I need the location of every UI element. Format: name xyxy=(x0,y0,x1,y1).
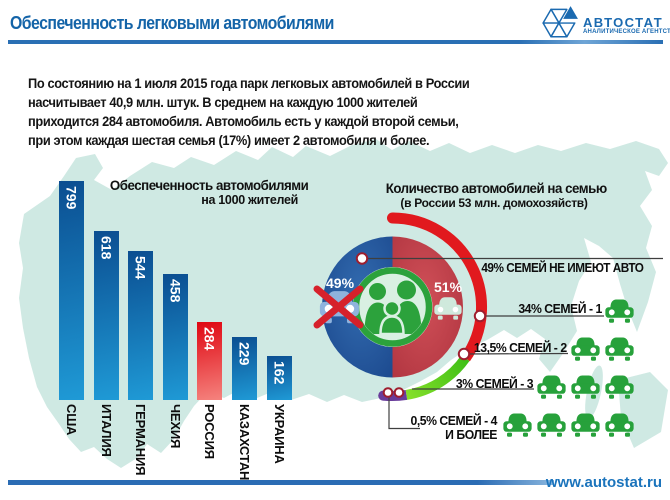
callout-dot xyxy=(382,387,394,398)
slice-label-51: 51% xyxy=(434,279,463,295)
car-icons-row-3 xyxy=(536,373,635,399)
car-icon xyxy=(605,337,634,361)
intro-line: при этом каждая шестая семья (17%) имеет… xyxy=(28,133,430,148)
brand-tagline: АНАЛИТИЧЕСКОЕ АГЕНТСТВО xyxy=(583,29,670,35)
car-icon xyxy=(537,413,566,437)
legend-4-cars-line1: 0,5% СЕМЕЙ - 4 xyxy=(410,413,498,428)
legend-4-cars: 0,5% СЕМЕЙ - 4 И БОЛЕЕ xyxy=(410,413,498,442)
callout-dot xyxy=(473,309,487,323)
car-icon xyxy=(605,413,634,437)
car-icon xyxy=(537,375,566,399)
intro-line: насчитывает 40,9 млн. штук. В среднем на… xyxy=(28,95,418,110)
leader-lines xyxy=(362,257,663,430)
car-icon xyxy=(571,337,600,361)
brand-name: АВТОСТАТ xyxy=(583,15,664,30)
callout-dot xyxy=(457,347,471,361)
car-icons-row-4 xyxy=(502,411,635,437)
autostat-logo-icon xyxy=(542,6,578,38)
intro-paragraph: По состоянию на 1 июля 2015 года парк ле… xyxy=(28,74,475,150)
car-icon xyxy=(503,413,532,437)
legend-4-cars-line2: И БОЛЕЕ xyxy=(445,426,497,442)
callout-dots xyxy=(355,252,487,398)
page-title: Обеспеченность легковыми автомобилями xyxy=(10,13,334,33)
legend-1-car: 34% СЕМЕЙ - 1 xyxy=(518,301,603,316)
arc-red xyxy=(392,212,488,362)
car-icons-row-1 xyxy=(604,297,635,323)
bar-chart-title: Обеспеченность автомобилями xyxy=(109,177,309,193)
cross-icon xyxy=(313,285,364,329)
car-icon xyxy=(605,375,634,399)
callout-dot xyxy=(355,252,369,265)
site-url[interactable]: www.autostat.ru xyxy=(545,474,662,491)
slice-label-49: 49% xyxy=(326,275,355,291)
outer-arc xyxy=(378,212,488,402)
legend-no-car: 49% СЕМЕЙ НЕ ИМЕЮТ АВТО xyxy=(480,261,644,275)
legend-2-cars: 13,5% СЕМЕЙ - 2 xyxy=(474,340,567,355)
pie-chart-subtitle: (в России 53 млн. домохозяйств) xyxy=(400,196,588,210)
car-icon xyxy=(605,299,634,323)
car-icons-row-2 xyxy=(570,335,635,361)
legend-3-cars: 3% СЕМЕЙ - 3 xyxy=(455,376,534,391)
car-icon xyxy=(571,413,600,437)
intro-line: По состоянию на 1 июля 2015 года парк ле… xyxy=(28,76,470,91)
header-divider xyxy=(8,40,663,44)
pie-chart-title: Количество автомобилей на семью xyxy=(385,180,607,196)
car-icon xyxy=(571,375,600,399)
arc-green xyxy=(405,355,470,400)
family-icon xyxy=(364,280,422,336)
intro-line: приходится 284 автомобиля. Автомобиль ес… xyxy=(28,114,459,129)
bar-chart-subtitle: на 1000 жителей xyxy=(201,193,298,207)
callout-dot xyxy=(393,387,405,398)
footer-divider xyxy=(8,480,554,485)
